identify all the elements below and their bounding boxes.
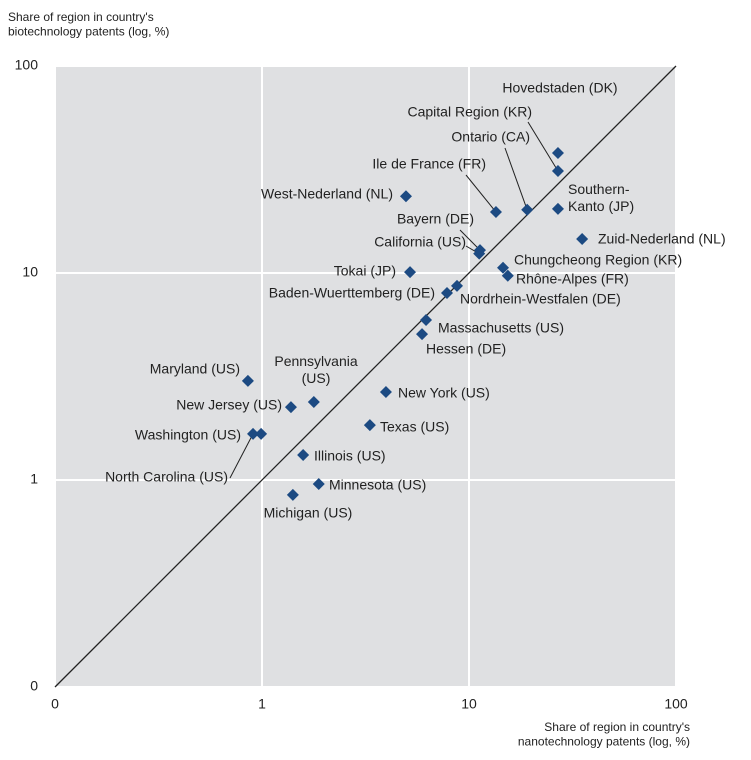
y-tick-label: 100 (15, 57, 39, 73)
point-label: New Jersey (US) (176, 397, 282, 413)
point-label: Hessen (DE) (426, 341, 506, 357)
point (363, 419, 376, 432)
y-tick-label: 1 (30, 471, 38, 487)
point-label: Minnesota (US) (329, 477, 426, 493)
point (404, 266, 417, 279)
point-label: West-Nederland (NL) (261, 186, 393, 202)
point-label: Zuid-Nederland (NL) (598, 231, 726, 247)
x-tick-label: 1 (258, 696, 266, 712)
point-label: California (US) (374, 234, 466, 250)
point (473, 247, 486, 260)
leader-line (229, 433, 254, 479)
point-label: Ontario (CA) (451, 129, 530, 145)
point-label: Washington (US) (135, 427, 241, 443)
point (286, 488, 299, 501)
y-axis-title: Share of region in country's biotechnolog… (8, 10, 169, 38)
x-tick-label: 0 (51, 696, 59, 712)
point (551, 202, 564, 215)
point-label: Texas (US) (380, 419, 449, 435)
point-label: Pennsylvania (US) (274, 353, 357, 386)
point (379, 386, 392, 399)
point-label: Ile de France (FR) (372, 156, 486, 172)
point-label: Capital Region (KR) (408, 104, 533, 120)
point (284, 401, 297, 414)
point-label: Baden-Wuerttemberg (DE) (269, 285, 435, 301)
point (247, 427, 260, 440)
point (576, 232, 589, 245)
leader-line (465, 174, 497, 213)
point-label: Massachusetts (US) (438, 320, 564, 336)
point-label: Southern-Kanto (JP) (568, 181, 634, 214)
point-label: Hovedstaden (DK) (502, 80, 617, 96)
x-axis-title: Share of region in country's nanotechnolo… (518, 720, 690, 748)
point (255, 427, 268, 440)
point-label: North Carolina (US) (105, 469, 228, 485)
point-label: Nordrhein-Westfalen (DE) (460, 291, 621, 307)
point (416, 328, 429, 341)
point-label: Michigan (US) (264, 505, 353, 521)
point-label: Chungcheong Region (KR) (514, 252, 682, 268)
point-label: Tokai (JP) (334, 263, 396, 279)
point (420, 313, 433, 326)
point (441, 287, 454, 300)
point (312, 477, 325, 490)
leader-line (527, 121, 559, 172)
point (521, 203, 534, 216)
point (450, 279, 463, 292)
point (497, 261, 510, 274)
y-tick-label: 10 (22, 264, 38, 280)
point-label: New York (US) (398, 385, 490, 401)
point-label: Illinois (US) (314, 448, 386, 464)
leader-line (504, 147, 528, 210)
point (489, 206, 502, 219)
point (501, 269, 514, 282)
x-tick-label: 10 (461, 696, 477, 712)
point (297, 449, 310, 462)
point (551, 146, 564, 159)
point-label: Bayern (DE) (397, 211, 474, 227)
diagonal (54, 65, 677, 688)
point (241, 374, 254, 387)
y-tick-label: 0 (30, 678, 38, 694)
point (307, 396, 320, 409)
point (399, 190, 412, 203)
point-label: Maryland (US) (150, 361, 240, 377)
point (551, 164, 564, 177)
point-label: Rhône-Alpes (FR) (516, 271, 629, 287)
leader-line (459, 229, 481, 251)
x-tick-label: 100 (664, 696, 688, 712)
